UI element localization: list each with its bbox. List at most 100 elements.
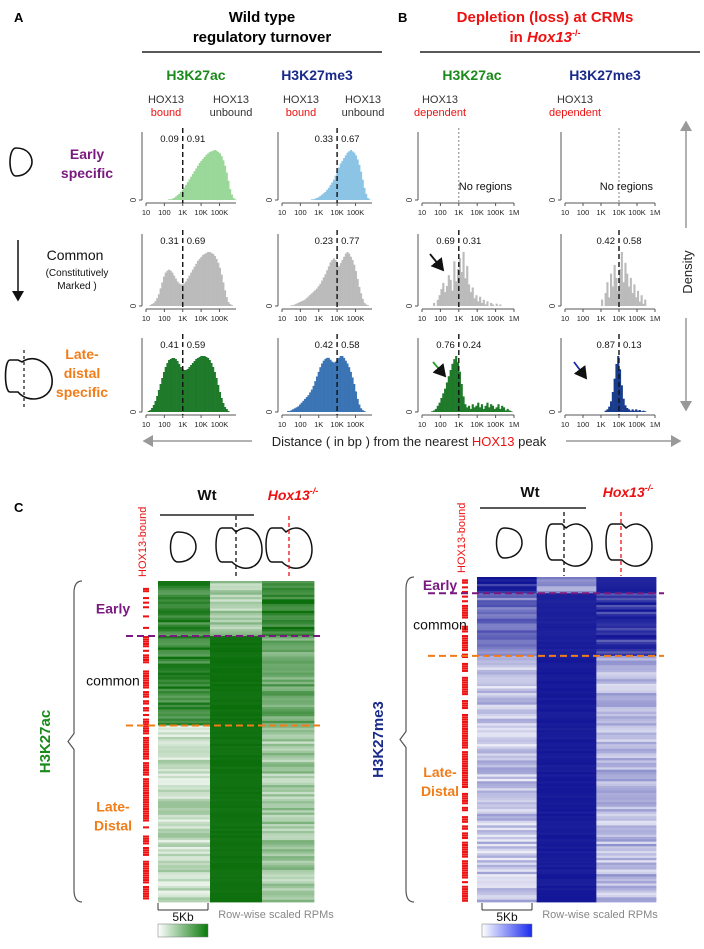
cell-c-h3k27me3-93-0 [477,792,538,796]
cell-c-h3k27ac-45-2 [262,684,315,687]
hox-bound-tick-c-h3k27ac-128 [143,874,149,877]
cell-c-h3k27ac-54-0 [158,704,211,708]
c-left-legend: 5Kb Row-wise scaled RPMs [157,903,334,938]
cell-c-h3k27ac-94-2 [262,796,315,800]
cell-c-h3k27ac-25-2 [262,638,315,642]
cell-c-h3k27ac-9-1 [210,601,263,605]
bar-a-common-me3-31 [334,259,337,306]
cell-c-h3k27ac-107-0 [158,826,211,830]
hox-bound-tick-c-h3k27ac-80 [143,764,149,767]
cell-c-h3k27me3-43-1 [536,676,597,680]
bar-b-common-ac-33 [482,299,485,306]
hox-bound-tick-c-h3k27ac-93 [143,794,149,797]
cell-c-h3k27me3-113-1 [536,839,597,843]
cell-c-h3k27me3-18-2 [596,618,657,622]
bar-a-early-me3-23 [321,194,324,200]
bar-b-common-ac-21 [460,272,463,306]
bar-a-late-me3-36 [343,357,346,412]
cell-c-h3k27ac-68-0 [158,736,211,740]
cell-c-h3k27ac-134-1 [210,888,263,891]
hox-bound-tick-c-h3k27me3-8 [462,595,468,598]
cell-c-h3k27ac-106-1 [210,824,263,827]
cell-c-h3k27ac-116-2 [262,846,315,850]
hox-bound-tick-c-h3k27ac-63 [143,725,149,728]
bar-a-common-ac-20 [179,284,182,306]
cell-c-h3k27me3-120-0 [477,855,538,859]
cell-c-h3k27ac-139-0 [158,899,211,903]
cell-c-h3k27ac-53-2 [262,702,315,706]
cell-c-h3k27ac-125-1 [210,867,263,871]
bar-a-common-me3-12 [302,300,305,306]
hox-bound-tick-c-h3k27me3-25 [462,635,468,638]
cell-c-h3k27ac-63-0 [158,725,211,729]
cell-c-h3k27me3-135-0 [477,890,538,894]
bar-b-common-me3-25 [610,273,613,306]
right-fraction-a-early-me3: 0.67 [341,134,360,145]
col-a1-right-l2: unbound [210,107,253,119]
x-tick-b-common-me3-1M: 1M [650,314,660,323]
bracket-c-h3k27ac [67,580,83,903]
cell-c-h3k27me3-57-1 [536,709,597,713]
bar-a-late-me3-27 [327,357,330,412]
hox-bound-tick-c-h3k27me3-37 [462,662,468,665]
cell-c-h3k27ac-72-1 [210,746,263,749]
cell-c-h3k27me3-81-2 [596,765,657,768]
cell-c-h3k27me3-82-1 [536,767,597,771]
cell-c-h3k27me3-122-0 [477,860,538,863]
bar-a-early-me3-50 [366,197,369,200]
cell-c-h3k27ac-87-0 [158,780,211,784]
cell-c-h3k27ac-2-1 [210,585,263,589]
hox-bound-tick-c-h3k27me3-115 [462,843,468,847]
cell-c-h3k27ac-33-0 [158,656,211,660]
x-tick-b-early-me3-10K: 10K [612,208,625,217]
histogram-b-late-me3: 010 100 1K 10K 100K 1M0.87 0.13 [548,334,660,429]
x-tick-a-common-ac-10: 10 [142,314,150,323]
cell-c-h3k27ac-17-2 [262,619,315,623]
hox-bound-tick-c-h3k27me3-128 [462,874,468,877]
x-tick-b-late-ac-10K: 10K [471,420,484,429]
hox-bound-tick-c-h3k27me3-14 [462,609,468,612]
section-label-late-l2-c-h3k27ac: Distal [94,818,132,834]
cell-c-h3k27ac-93-0 [158,794,211,797]
cell-c-h3k27ac-25-1 [210,638,263,642]
bar-a-early-me3-44 [356,159,359,200]
cell-c-h3k27ac-74-1 [210,750,263,754]
cell-c-h3k27me3-118-2 [596,850,657,854]
bar-a-common-me3-46 [360,293,363,306]
hox-bound-tick-c-h3k27me3-103 [462,816,468,819]
hox-bound-tick-c-h3k27me3-80 [462,762,468,765]
bar-a-common-me3-38 [346,252,349,306]
hox-bound-tick-c-h3k27me3-71 [462,741,468,744]
cell-c-h3k27me3-136-0 [477,892,538,896]
cell-c-h3k27me3-114-0 [477,841,538,845]
right-fraction-b-late-me3: 0.13 [623,340,642,351]
cell-c-h3k27me3-18-1 [536,618,597,622]
hox-bound-tick-c-h3k27ac-118 [143,851,149,854]
cell-c-h3k27ac-10-1 [210,603,263,607]
cell-c-h3k27ac-5-2 [262,592,315,596]
cell-c-h3k27ac-64-2 [262,727,315,731]
c-right-early-limb-icon [495,527,523,559]
bar-b-late-me3-22 [604,410,607,412]
bar-a-late-me3-40 [349,371,352,412]
cell-c-h3k27ac-93-2 [262,794,315,797]
hox-bound-tick-c-h3k27ac-131 [143,881,149,884]
cell-c-h3k27ac-65-0 [158,730,211,733]
cell-c-h3k27ac-98-0 [158,805,211,809]
bar-a-late-me3-13 [304,398,307,412]
cell-c-h3k27me3-137-2 [596,895,657,898]
cell-c-h3k27me3-117-2 [596,848,657,852]
cell-c-h3k27me3-32-0 [477,651,538,655]
bar-a-common-me3-50 [366,305,369,306]
cell-c-h3k27me3-83-1 [536,769,597,773]
cell-c-h3k27ac-101-2 [262,812,315,816]
bar-b-late-ac-44 [502,407,506,412]
cell-c-h3k27ac-20-0 [158,626,211,630]
bar-b-late-ac-47 [508,410,511,412]
cell-c-h3k27ac-47-1 [210,688,263,692]
bar-a-common-ac-39 [212,253,215,306]
cell-c-h3k27ac-48-1 [210,691,263,694]
cell-c-h3k27me3-57-0 [477,709,538,713]
cell-c-h3k27me3-12-0 [477,604,538,608]
